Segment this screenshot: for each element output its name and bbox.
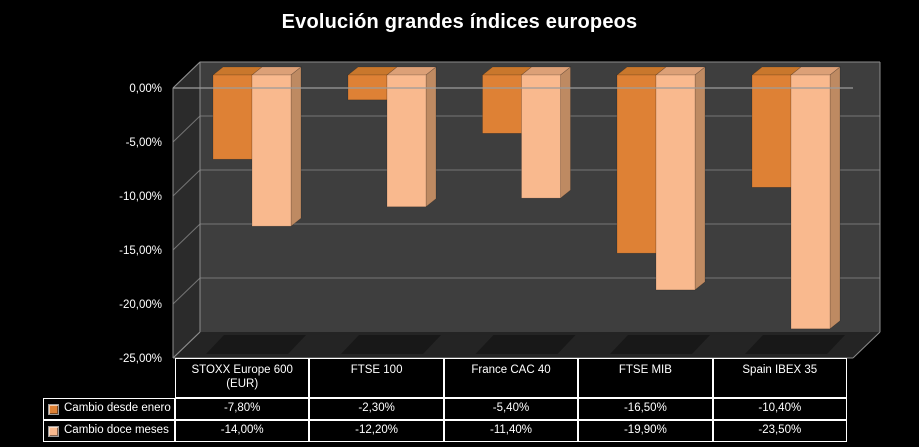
table-value-enero-cac40: -5,40% bbox=[443, 398, 579, 420]
bar-1-2 bbox=[521, 74, 561, 199]
y-tick-label: 0,00% bbox=[129, 83, 162, 95]
bar-side-1-3 bbox=[694, 66, 706, 291]
bar-1-1 bbox=[386, 74, 427, 208]
side-wall bbox=[173, 62, 200, 358]
y-tick-label: -5,00% bbox=[126, 137, 162, 149]
table-value-doce-stoxx: -14,00% bbox=[175, 420, 310, 442]
bar-side-1-0 bbox=[290, 66, 302, 227]
legend-label-cambio-doce-meses: Cambio doce meses bbox=[64, 424, 169, 437]
gridline-side bbox=[172, 223, 201, 251]
table-value-enero-ibex35: -10,40% bbox=[712, 398, 847, 420]
bar-side-1-2 bbox=[560, 66, 571, 199]
legend-swatch-cambio-doce-meses bbox=[48, 425, 59, 437]
gridline-side bbox=[172, 115, 201, 143]
bar-shadow bbox=[475, 335, 576, 354]
y-tick-label: -10,00% bbox=[119, 191, 162, 203]
bar-shadow bbox=[745, 335, 845, 354]
bar-shadow bbox=[341, 335, 441, 354]
table-corner-cell bbox=[43, 358, 175, 398]
plot-box-edge bbox=[172, 61, 201, 89]
bar-1-0 bbox=[251, 74, 292, 227]
legend-label-cambio-desde-enero: Cambio desde enero bbox=[64, 402, 171, 415]
table-header-ftse100: FTSE 100 bbox=[309, 358, 444, 398]
data-table: STOXX Europe 600 (EUR) FTSE 100 France C… bbox=[43, 358, 847, 442]
gridline-side bbox=[172, 169, 201, 197]
bar-shadow bbox=[206, 335, 306, 354]
table-value-doce-ftsemib: -19,90% bbox=[578, 420, 713, 442]
table-value-doce-ftse100: -12,20% bbox=[309, 420, 444, 442]
bar-1-3 bbox=[655, 74, 696, 291]
legend-row-cambio-doce-meses: Cambio doce meses bbox=[43, 420, 175, 442]
y-tick-label: -20,00% bbox=[119, 299, 162, 311]
bar-0-0 bbox=[212, 74, 253, 160]
table-header-stoxx: STOXX Europe 600 (EUR) bbox=[175, 358, 310, 398]
bar-0-4 bbox=[751, 74, 792, 188]
table-value-doce-ibex35: -23,50% bbox=[712, 420, 847, 442]
table-value-doce-cac40: -11,40% bbox=[443, 420, 579, 442]
plot-box-edge bbox=[172, 331, 201, 359]
y-tick-label: -15,00% bbox=[119, 245, 162, 257]
chart-title: Evolución grandes índices europeos bbox=[281, 11, 638, 33]
bar-shadow bbox=[610, 335, 710, 354]
y-tick-label: -25,00% bbox=[119, 353, 162, 365]
table-header-ibex35: Spain IBEX 35 bbox=[712, 358, 847, 398]
bar-0-3 bbox=[616, 74, 657, 254]
table-header-ftsemib: FTSE MIB bbox=[578, 358, 713, 398]
legend-row-cambio-desde-enero: Cambio desde enero bbox=[43, 398, 175, 420]
table-value-enero-ftsemib: -16,50% bbox=[578, 398, 713, 420]
gridline-side bbox=[172, 277, 201, 305]
table-header-cac40: France CAC 40 bbox=[443, 358, 579, 398]
plot-box-edge bbox=[852, 331, 881, 359]
bar-0-2 bbox=[482, 74, 522, 134]
table-value-enero-stoxx: -7,80% bbox=[175, 398, 310, 420]
table-value-enero-ftse100: -2,30% bbox=[309, 398, 444, 420]
bar-side-1-4 bbox=[829, 66, 841, 330]
legend-swatch-cambio-desde-enero bbox=[48, 403, 59, 415]
bar-1-4 bbox=[790, 74, 831, 330]
